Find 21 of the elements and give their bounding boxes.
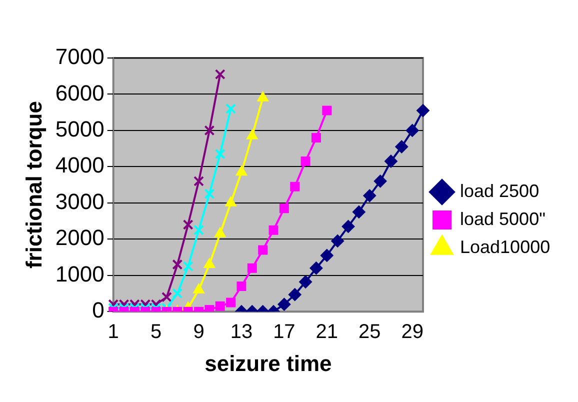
y-tick-label: 0	[92, 298, 104, 323]
x-tick-label: 29	[401, 321, 424, 344]
x-tick-label: 21	[316, 321, 338, 344]
x-axis-title: seizure time	[204, 350, 332, 376]
y-tick-label: 5000	[55, 116, 104, 142]
y-tick-label: 1000	[55, 261, 104, 286]
x-tick-label: 13	[230, 321, 253, 344]
y-tick-label: 6000	[55, 80, 104, 106]
x-tick-label: 1	[108, 321, 119, 344]
x-tick-label: 25	[358, 321, 381, 344]
y-tick-label: 3000	[55, 188, 104, 214]
y-axis-title: frictional torque	[21, 101, 46, 269]
x-tick-label: 17	[273, 321, 296, 344]
legend-label: load 2500	[460, 180, 540, 201]
y-tick-label: 7000	[55, 44, 104, 70]
legend-label: Load10000	[460, 236, 550, 257]
x-tick-label: 9	[193, 321, 204, 344]
legend-label: load 5000"	[460, 208, 546, 229]
x-tick-label: 5	[150, 321, 162, 344]
y-tick-label: 4000	[55, 152, 104, 178]
y-tick-label: 2000	[55, 225, 104, 250]
